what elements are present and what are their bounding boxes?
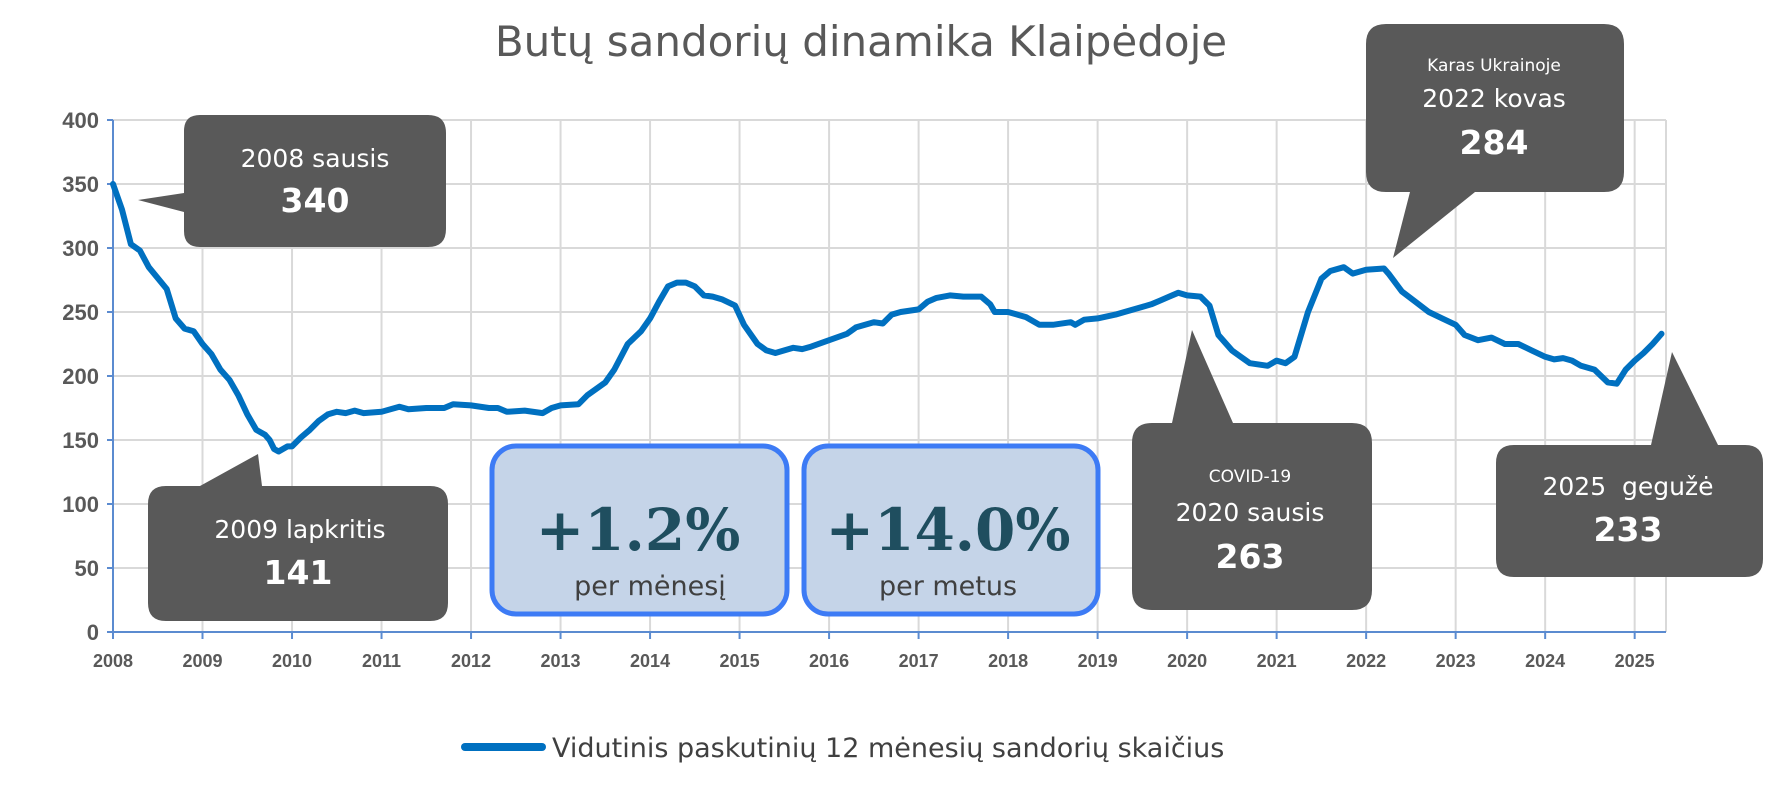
stat-monthly-value: +1.2% (536, 496, 741, 564)
legend: Vidutinis paskutinių 12 mėnesių sandorių… (461, 733, 1224, 764)
y-tick-label: 250 (62, 300, 99, 325)
series-layer (110, 181, 1665, 455)
x-tick-label: 2020 (1167, 651, 1207, 671)
stat-box-monthly-bg (489, 443, 790, 617)
stat-box-yearly-bg (801, 443, 1101, 617)
series-line (110, 181, 1665, 455)
callout-war-value: 284 (1460, 123, 1529, 162)
x-tick-label: 2016 (809, 651, 849, 671)
callout-war-bubble (1366, 24, 1624, 258)
callout-jan-2008-bubble (138, 115, 446, 247)
callout-war-note: Karas Ukrainoje (1427, 56, 1561, 76)
x-tick-label: 2021 (1257, 651, 1297, 671)
x-tick-label: 2011 (362, 651, 401, 671)
callout-may-2025-bubble (1496, 352, 1763, 577)
x-tick-label: 2025 (1615, 651, 1655, 671)
x-tick-labels: 2008 2009 2010 2011 2012 2013 2014 2015 2016 2017… (93, 651, 1655, 671)
callout-covid-value: 263 (1216, 537, 1285, 576)
stat-box-monthly: +1.2% per mėnesį (489, 443, 790, 617)
callout-covid-label: 2020 sausis (1176, 498, 1325, 527)
callout-nov-2009-value: 141 (264, 553, 333, 592)
callout-jan-2008: 2008 sausis 340 (138, 115, 446, 247)
x-tick-label: 2014 (630, 651, 670, 671)
stat-yearly-value: +14.0% (826, 496, 1071, 564)
callout-jan-2008-label: 2008 sausis (241, 144, 390, 173)
y-tick-label: 50 (75, 556, 99, 581)
x-tick-label: 2012 (451, 651, 491, 671)
callout-may-2025: 2025 gegužė 233 (1496, 352, 1763, 577)
callout-may-2025-value: 233 (1594, 510, 1663, 549)
x-tick-label: 2019 (1078, 651, 1118, 671)
stat-box-yearly: +14.0% per metus (801, 443, 1101, 617)
x-tick-label: 2024 (1525, 651, 1565, 671)
x-tick-label: 2009 (182, 651, 222, 671)
x-tick-label: 2022 (1346, 651, 1386, 671)
x-tick-label: 2015 (720, 651, 760, 671)
callout-nov-2009: 2009 lapkritis 141 (148, 454, 448, 621)
callout-war-label: 2022 kovas (1422, 84, 1566, 113)
y-tick-label: 200 (62, 364, 99, 389)
y-tick-labels: 0 50 100 150 200 250 300 350 400 (62, 108, 99, 645)
y-tick-label: 0 (87, 620, 99, 645)
callout-covid-note: COVID-19 (1209, 467, 1291, 487)
stat-monthly-caption: per mėnesį (574, 571, 726, 602)
callout-may-2025-label: 2025 gegužė (1543, 472, 1714, 501)
callout-war: Karas Ukrainoje 2022 kovas 284 (1366, 24, 1624, 258)
y-tick-label: 150 (62, 428, 99, 453)
callout-nov-2009-bubble (148, 454, 448, 621)
callout-covid-bubble (1132, 330, 1372, 610)
y-tick-label: 300 (62, 236, 99, 261)
chart-title: Butų sandorių dinamika Klaipėdoje (495, 17, 1227, 66)
callout-covid: COVID-19 2020 sausis 263 (1132, 330, 1372, 610)
callout-nov-2009-label: 2009 lapkritis (214, 515, 385, 544)
x-tick-label: 2018 (988, 651, 1028, 671)
y-tick-label: 350 (62, 172, 99, 197)
callout-jan-2008-value: 340 (281, 181, 350, 220)
x-tick-label: 2010 (272, 651, 312, 671)
stat-yearly-caption: per metus (879, 571, 1017, 602)
x-tick-label: 2017 (899, 651, 939, 671)
axes (112, 120, 1666, 633)
y-tick-label: 400 (62, 108, 99, 133)
x-tick-label: 2008 (93, 651, 133, 671)
x-tick-label: 2013 (541, 651, 581, 671)
legend-label: Vidutinis paskutinių 12 mėnesių sandorių… (552, 733, 1224, 764)
x-tick-label: 2023 (1436, 651, 1476, 671)
y-tick-label: 100 (62, 492, 99, 517)
